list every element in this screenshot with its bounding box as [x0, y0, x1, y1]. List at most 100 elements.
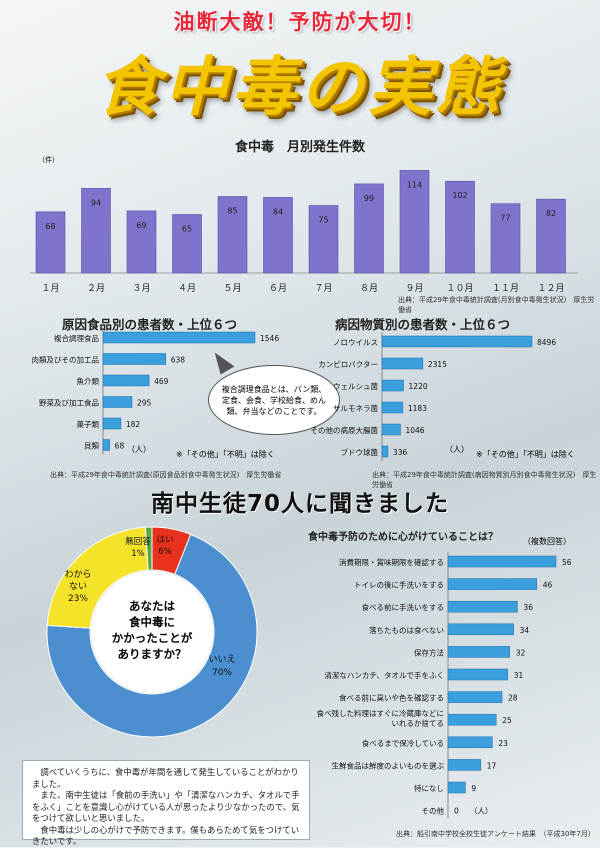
pathogen-category-label: ウェルシュ菌 [333, 381, 378, 391]
prevention-bar [447, 713, 497, 726]
monthly-bar [81, 188, 111, 274]
monthly-tick-label: ４月 [178, 283, 196, 294]
monthly-value-label: 114 [407, 180, 422, 189]
food-bar [102, 331, 256, 344]
pathogen-bar [381, 401, 404, 414]
pathogen-bar [381, 423, 401, 436]
pathogen-bar [381, 379, 404, 392]
prevention-bar [447, 668, 509, 681]
food-unit: （人） [127, 445, 151, 454]
prevention-bar [447, 623, 514, 636]
prevention-value-label: 32 [516, 648, 526, 657]
prevention-value-label: 46 [543, 581, 553, 590]
donut-pct: 23% [68, 594, 88, 604]
monthly-value-label: 75 [318, 216, 328, 225]
prevention-category-label: いれるか捨てる [392, 718, 445, 728]
donut-pct: 1% [131, 549, 145, 559]
prevention-category-label: トイレの後に手洗いをする [354, 580, 444, 590]
prevention-category-label: 消費期限・賞味期限を確認する [339, 557, 444, 567]
food-value-label: 469 [154, 377, 169, 386]
prevention-bar [447, 646, 510, 658]
survey-source: 出典：船引南中学校全校生徒アンケート結果 （平成30年7月） [396, 830, 595, 838]
prevention-value-label: 36 [523, 603, 533, 612]
question-line: あなたは [129, 599, 175, 613]
prevention-category-label: その他 [422, 806, 445, 816]
pathogen-note: ※「その他」「不明」は除く [476, 450, 575, 459]
pathogen-category-label: その他の病原大腸菌 [311, 425, 379, 435]
food-value-label: 295 [137, 399, 152, 408]
food-category-label: 野菜及び加工食品 [39, 398, 99, 408]
monthly-bar [172, 214, 202, 274]
pathogen-category-label: ブドウ球菌 [341, 447, 379, 457]
monthly-tick-label: ３月 [132, 283, 150, 294]
pathogen-value-label: 336 [393, 448, 408, 457]
monthly-value-label: 82 [546, 209, 556, 218]
note-box: 調べていくうちに、食中毒が年間を通して発生していることがわかりました。 また、南… [22, 760, 310, 846]
prevention-bar [447, 736, 493, 749]
prevention-multi: （複数回答） [523, 537, 571, 546]
monthly-tick-label: １月 [41, 283, 59, 294]
donut-label: ない [69, 581, 87, 592]
prevention-value-label: 0 [454, 807, 459, 816]
monthly-value-label: 94 [91, 198, 101, 207]
prevention-title: 食中毒予防のために心がけていることは？ [308, 532, 498, 543]
pathogen-unit: （人） [445, 445, 469, 454]
main-title: 食中毒の実態 [96, 51, 504, 125]
question-line: ありますか？ [118, 647, 187, 661]
survey-heading: 南中生徒70人に聞きました [150, 491, 449, 517]
prevention-category-label: 生鮮食品は鮮度のよいものを選ぶ [332, 760, 445, 770]
pathogen-value-label: 1183 [408, 404, 427, 413]
prevention-bar [447, 759, 482, 771]
pathogen-value-label: 1046 [405, 426, 424, 435]
monthly-value-label: 77 [500, 214, 510, 223]
monthly-tick-label: ６月 [269, 283, 287, 294]
pathogen-chart-title: 病因物質別の患者数・上位６つ [335, 317, 511, 332]
pathogen-category-label: ノロウイルス [333, 338, 378, 347]
food-category-label: 貝類 [84, 441, 99, 451]
monthly-tick-label: ８月 [360, 283, 378, 294]
monthly-bar [35, 211, 66, 274]
monthly-value-label: 85 [227, 207, 237, 216]
donut-slice [46, 533, 258, 738]
food-value-label: 68 [115, 442, 125, 451]
prevention-category-label: 食べる前に手洗いをする [362, 602, 445, 612]
monthly-value-label: 68 [45, 222, 55, 231]
donut-label: いいえ [208, 654, 235, 665]
food-bar [102, 353, 166, 365]
pathogen-category-label: カンピロバクター [318, 360, 378, 369]
prevention-category-label: 落ちたものは食べない [369, 625, 444, 635]
donut-pct: 6% [158, 547, 172, 557]
monthly-bar [354, 183, 384, 274]
slogan: 油断大敵！予防が大切！ [173, 10, 427, 34]
food-bar [102, 374, 150, 387]
monthly-bar [445, 180, 475, 274]
food-bar [102, 439, 110, 451]
prevention-bar [447, 578, 537, 590]
monthly-tick-label: １１月 [492, 283, 519, 294]
monthly-bar [263, 197, 293, 274]
monthly-chart-title: 食中毒 月別発生件数 [234, 140, 365, 155]
question-line: かかったことが [112, 631, 193, 645]
monthly-tick-label: ２月 [87, 283, 105, 294]
monthly-tick-label: ５月 [223, 283, 241, 294]
prevention-bar [447, 600, 518, 613]
prevention-category-label: 清潔なハンカチ、タオルで手をふく [324, 670, 444, 680]
food-value-label: 1546 [260, 334, 279, 343]
prevention-value-label: 31 [514, 671, 524, 680]
prevention-bar [447, 781, 466, 794]
monthly-bar [217, 196, 248, 274]
monthly-value-label: 99 [364, 194, 374, 203]
monthly-tick-label: １２月 [537, 283, 564, 294]
prevention-value-label: 9 [471, 784, 476, 793]
monthly-value-label: 65 [182, 225, 192, 234]
pathogen-source: 出典：平成29年食中毒統計調査(病因物質別月別食中毒発生状況) 厚生労働省 [372, 471, 597, 489]
prevention-category-label: 特になし [414, 783, 444, 793]
donut-label: はい [156, 535, 173, 545]
prevention-value-label: 17 [487, 761, 497, 770]
prevention-value-label: 28 [508, 694, 518, 703]
pathogen-bar [381, 357, 424, 370]
prevention-category-label: 食べる前に臭いや色を確認する [339, 693, 444, 703]
food-category-label: 菓子類 [77, 419, 100, 429]
pathogen-value-label: 1220 [409, 382, 428, 391]
